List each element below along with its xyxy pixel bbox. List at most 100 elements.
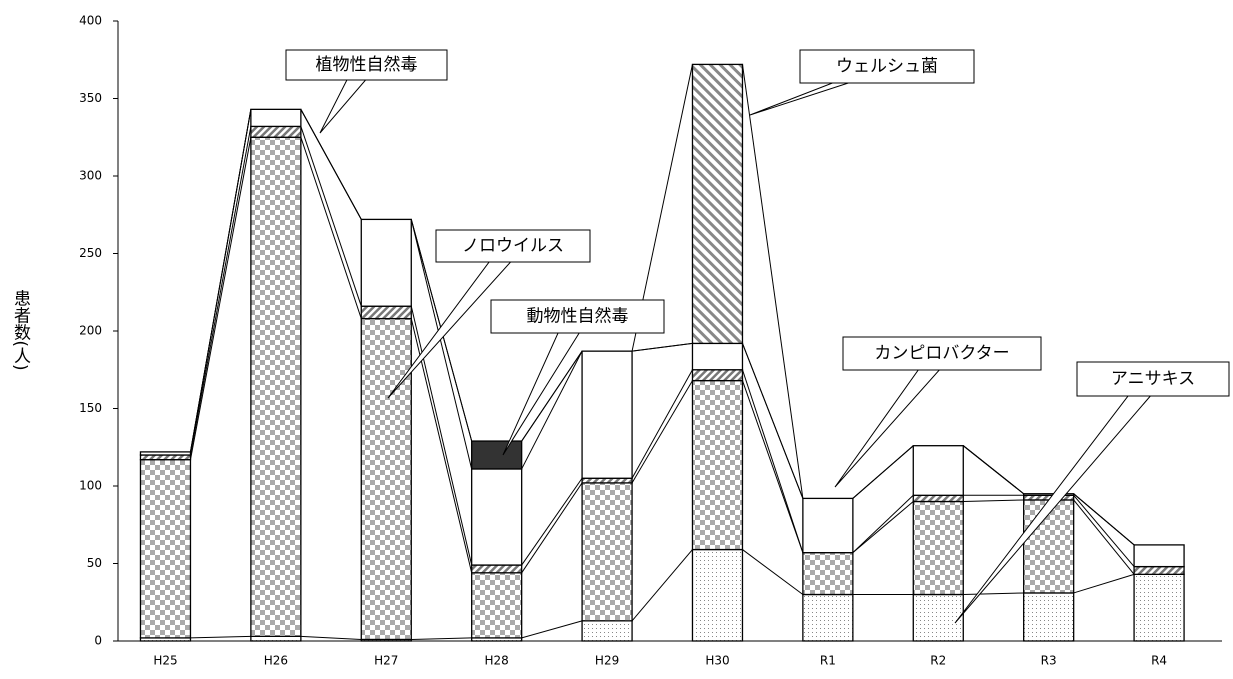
series-line: [852, 494, 914, 554]
x-tick-label: R1: [820, 654, 836, 668]
bar-segment: [360, 317, 412, 641]
x-tick-label: H29: [595, 654, 619, 668]
series-line: [1073, 494, 1135, 567]
bar-segment: [139, 451, 192, 456]
y-tick-label: 100: [79, 479, 102, 493]
bar-segment: [1023, 499, 1075, 594]
series-line: [189, 137, 252, 460]
bar-segment: [581, 482, 633, 622]
series-line: [631, 369, 693, 479]
bar-segment: [1133, 544, 1185, 568]
legend-label: 植物性自然毒: [316, 55, 418, 75]
y-tick-label: 350: [79, 91, 102, 105]
series-line: [1073, 499, 1135, 575]
series-line: [741, 64, 804, 499]
y-tick-label: 400: [79, 14, 102, 28]
callout-pointer: [502, 316, 591, 456]
series-line: [852, 501, 914, 554]
series-line: [411, 637, 472, 640]
series-line: [521, 350, 583, 470]
x-tick-label: H28: [485, 654, 509, 668]
x-tick-label: R3: [1041, 654, 1057, 668]
bar-segment: [250, 125, 302, 138]
x-tick-label: H30: [705, 654, 729, 668]
bar-segment: [691, 369, 744, 382]
series-line: [852, 445, 914, 499]
x-tick-label: H26: [264, 654, 288, 668]
legend-label: カンピロバクター: [874, 344, 1009, 364]
bar-segment: [802, 593, 854, 642]
legend-box: [799, 49, 975, 84]
y-tick-label: 250: [79, 246, 102, 260]
y-tick-label: 50: [87, 556, 102, 570]
x-tick-label: R2: [930, 654, 946, 668]
bar-segment: [691, 342, 744, 371]
series-line: [300, 109, 362, 220]
series-line: [189, 126, 252, 456]
series-line: [742, 380, 804, 553]
legend-label: 動物性自然毒: [527, 307, 629, 327]
bar-segment: [802, 552, 854, 596]
bar-segment: [691, 548, 744, 642]
bar-segment: [912, 494, 964, 503]
x-tick-label: H27: [374, 654, 398, 668]
x-tick-label: H25: [153, 654, 177, 668]
bar-segment: [471, 468, 523, 566]
bar-segment: [250, 108, 302, 128]
series-line: [300, 137, 362, 319]
series-line: [300, 126, 362, 307]
series-line: [962, 445, 1024, 495]
series-line: [631, 380, 693, 484]
legend-label: アニサキス: [1111, 369, 1195, 389]
bar-segment: [471, 564, 523, 574]
bar-segment: [471, 440, 523, 470]
series-line: [631, 549, 693, 622]
series-line: [742, 343, 804, 499]
y-tick-label: 0: [94, 634, 102, 648]
series-line: [410, 219, 473, 470]
bar-segment: [360, 218, 412, 307]
bar-segment: [250, 136, 302, 638]
series-line: [742, 549, 804, 595]
series-line: [410, 306, 473, 566]
bar-segment: [139, 458, 192, 639]
series-line: [300, 635, 362, 640]
series-line: [741, 369, 804, 553]
bar-segment: [581, 350, 633, 479]
series-line: [190, 635, 251, 639]
legend-box: [1076, 361, 1230, 397]
bar-segment: [1023, 592, 1075, 642]
legend-box: [842, 336, 1042, 371]
series-line: [1073, 573, 1135, 594]
x-tick-label: R4: [1151, 654, 1167, 668]
bar-segment: [360, 305, 412, 320]
bar-segment: [912, 593, 964, 642]
bar-segment: [1133, 573, 1185, 642]
legend-label: ウェルシュ菌: [836, 57, 938, 77]
bar-segment: [912, 500, 964, 596]
series-line: [189, 109, 252, 452]
bar-segment: [912, 445, 964, 496]
series-line: [963, 499, 1024, 502]
legend-label: ノロウイルス: [462, 236, 564, 256]
bar-segment: [581, 620, 633, 642]
y-tick-label: 150: [79, 401, 102, 415]
legend-box: [490, 299, 665, 334]
bar-segment: [139, 454, 192, 461]
bar-segment: [471, 572, 523, 639]
bar-segment: [691, 379, 744, 551]
legend-box: [435, 229, 591, 263]
y-axis-label: 患者数(人): [10, 289, 31, 370]
series-line: [521, 477, 583, 566]
y-tick-label: 200: [79, 324, 102, 338]
series-line: [963, 592, 1024, 595]
bar-segment: [1023, 494, 1075, 501]
series-line: [521, 350, 583, 442]
bar-segment: [802, 497, 854, 554]
legend-box: [285, 49, 448, 81]
bar-segment: [581, 477, 633, 484]
series-line: [1073, 493, 1135, 546]
bar-segment: [1023, 493, 1075, 496]
bar-segment: [250, 635, 302, 642]
